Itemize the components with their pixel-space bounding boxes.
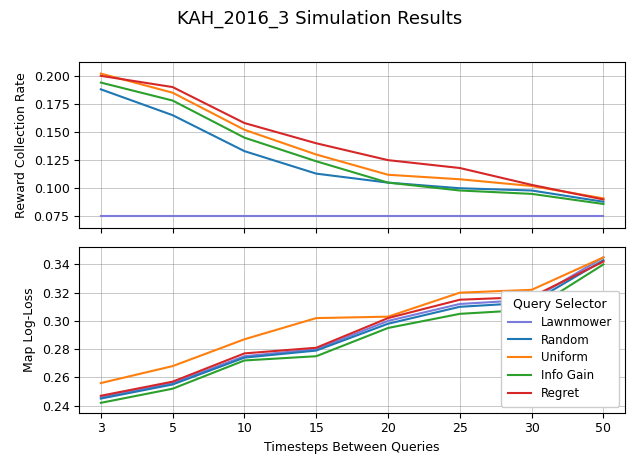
Info Gain xyxy=(456,311,464,317)
Line: Lawnmower: Lawnmower xyxy=(101,257,604,397)
Line: Info Gain: Info Gain xyxy=(101,265,604,403)
Uniform xyxy=(312,315,320,321)
Line: Regret: Regret xyxy=(101,262,604,396)
Lawnmower xyxy=(169,380,177,386)
Info Gain xyxy=(312,354,320,359)
Info Gain xyxy=(241,358,248,363)
Uniform xyxy=(528,287,536,293)
Y-axis label: Reward Collection Rate: Reward Collection Rate xyxy=(15,72,28,218)
Uniform xyxy=(97,380,105,386)
Legend: Lawnmower, Random, Uniform, Info Gain, Regret: Lawnmower, Random, Uniform, Info Gain, R… xyxy=(500,291,619,407)
Info Gain xyxy=(528,307,536,312)
Random xyxy=(600,257,607,263)
Random xyxy=(169,382,177,387)
Regret xyxy=(600,259,607,265)
Regret xyxy=(528,294,536,300)
Lawnmower xyxy=(312,346,320,352)
Regret xyxy=(97,393,105,399)
Random xyxy=(456,304,464,310)
X-axis label: Timesteps Between Queries: Timesteps Between Queries xyxy=(264,441,440,454)
Info Gain xyxy=(169,386,177,392)
Lawnmower xyxy=(384,318,392,324)
Info Gain xyxy=(384,325,392,331)
Random xyxy=(97,396,105,401)
Regret xyxy=(312,345,320,350)
Uniform xyxy=(241,336,248,342)
Regret xyxy=(169,379,177,385)
Info Gain xyxy=(600,262,607,267)
Lawnmower xyxy=(456,301,464,307)
Text: KAH_2016_3 Simulation Results: KAH_2016_3 Simulation Results xyxy=(177,9,463,28)
Y-axis label: Map Log-Loss: Map Log-Loss xyxy=(23,288,36,372)
Lawnmower xyxy=(241,354,248,359)
Random xyxy=(312,348,320,353)
Info Gain xyxy=(97,400,105,406)
Lawnmower xyxy=(528,297,536,303)
Uniform xyxy=(169,363,177,369)
Uniform xyxy=(456,290,464,295)
Random xyxy=(384,321,392,326)
Uniform xyxy=(384,314,392,319)
Lawnmower xyxy=(97,394,105,400)
Random xyxy=(528,300,536,305)
Random xyxy=(241,355,248,361)
Uniform xyxy=(600,255,607,260)
Lawnmower xyxy=(600,255,607,260)
Regret xyxy=(241,351,248,356)
Regret xyxy=(456,297,464,303)
Regret xyxy=(384,315,392,321)
Line: Random: Random xyxy=(101,260,604,399)
Line: Uniform: Uniform xyxy=(101,257,604,383)
